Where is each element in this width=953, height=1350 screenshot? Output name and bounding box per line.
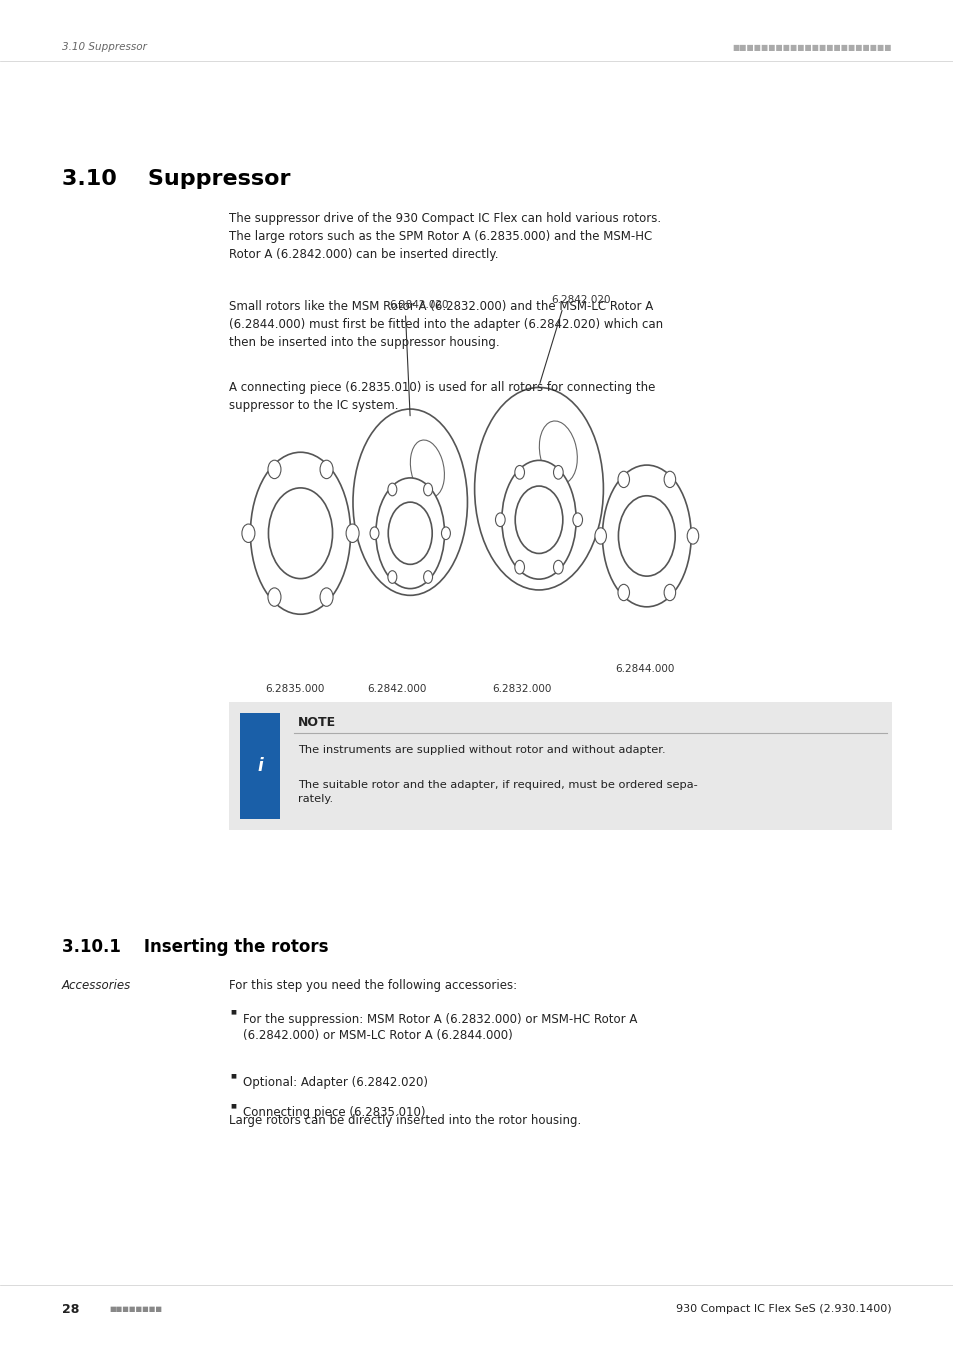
Circle shape bbox=[553, 560, 562, 574]
Text: The suppressor drive of the 930 Compact IC Flex can hold various rotors.
The lar: The suppressor drive of the 930 Compact … bbox=[229, 212, 660, 261]
Text: Accessories: Accessories bbox=[62, 979, 132, 992]
Circle shape bbox=[595, 528, 606, 544]
Text: 6.2835.000: 6.2835.000 bbox=[265, 684, 324, 694]
FancyBboxPatch shape bbox=[229, 702, 891, 830]
Text: 6.2842.020: 6.2842.020 bbox=[551, 296, 610, 305]
Text: 3.10 Suppressor: 3.10 Suppressor bbox=[62, 42, 147, 53]
Ellipse shape bbox=[538, 421, 577, 483]
Circle shape bbox=[663, 585, 675, 601]
Circle shape bbox=[618, 471, 629, 487]
Circle shape bbox=[686, 528, 698, 544]
Text: ■: ■ bbox=[231, 1073, 236, 1079]
Circle shape bbox=[268, 487, 333, 579]
Ellipse shape bbox=[353, 409, 467, 595]
Circle shape bbox=[388, 502, 432, 564]
Text: 3.10    Suppressor: 3.10 Suppressor bbox=[62, 169, 291, 189]
Ellipse shape bbox=[474, 387, 602, 590]
Text: Optional: Adapter (6.2842.020): Optional: Adapter (6.2842.020) bbox=[243, 1076, 428, 1089]
Circle shape bbox=[268, 587, 281, 606]
Text: NOTE: NOTE bbox=[297, 716, 335, 729]
Text: ■■■■■■■■: ■■■■■■■■ bbox=[110, 1307, 163, 1312]
Ellipse shape bbox=[501, 460, 576, 579]
Circle shape bbox=[423, 571, 432, 583]
Text: A connecting piece (6.2835.010) is used for all rotors for connecting the
suppre: A connecting piece (6.2835.010) is used … bbox=[229, 381, 655, 412]
Text: 930 Compact IC Flex SeS (2.930.1400): 930 Compact IC Flex SeS (2.930.1400) bbox=[676, 1304, 891, 1315]
Circle shape bbox=[618, 585, 629, 601]
Circle shape bbox=[572, 513, 582, 526]
Ellipse shape bbox=[410, 440, 444, 497]
Text: 6.2842.000: 6.2842.000 bbox=[367, 684, 426, 694]
Circle shape bbox=[423, 483, 432, 495]
Text: 28: 28 bbox=[62, 1303, 79, 1316]
Text: The suitable rotor and the adapter, if required, must be ordered sepa-
rately.: The suitable rotor and the adapter, if r… bbox=[297, 780, 697, 803]
Text: ■■■■■■■■■■■■■■■■■■■■■■: ■■■■■■■■■■■■■■■■■■■■■■ bbox=[732, 43, 891, 51]
Ellipse shape bbox=[250, 452, 351, 614]
Text: Large rotors can be directly inserted into the rotor housing.: Large rotors can be directly inserted in… bbox=[229, 1114, 580, 1127]
Text: 6.2844.000: 6.2844.000 bbox=[615, 664, 674, 674]
Circle shape bbox=[618, 495, 675, 576]
Ellipse shape bbox=[602, 464, 690, 608]
Circle shape bbox=[319, 460, 333, 479]
Text: For this step you need the following accessories:: For this step you need the following acc… bbox=[229, 979, 517, 992]
Circle shape bbox=[388, 483, 396, 495]
Text: Small rotors like the MSM Rotor A (6.2832.000) and the MSM-LC Rotor A
(6.2844.00: Small rotors like the MSM Rotor A (6.283… bbox=[229, 300, 662, 348]
Circle shape bbox=[663, 471, 675, 487]
Circle shape bbox=[515, 466, 524, 479]
Circle shape bbox=[346, 524, 358, 543]
Text: For the suppression: MSM Rotor A (6.2832.000) or MSM-HC Rotor A
(6.2842.000) or : For the suppression: MSM Rotor A (6.2832… bbox=[243, 1012, 637, 1042]
Text: The instruments are supplied without rotor and without adapter.: The instruments are supplied without rot… bbox=[297, 745, 664, 755]
Text: 6.2842.020: 6.2842.020 bbox=[389, 301, 448, 310]
Circle shape bbox=[495, 513, 505, 526]
Text: ■: ■ bbox=[231, 1103, 236, 1108]
Text: 6.2832.000: 6.2832.000 bbox=[492, 684, 551, 694]
Circle shape bbox=[515, 560, 524, 574]
Text: ■: ■ bbox=[231, 1010, 236, 1015]
Circle shape bbox=[515, 486, 562, 554]
Text: 3.10.1    Inserting the rotors: 3.10.1 Inserting the rotors bbox=[62, 938, 328, 956]
Circle shape bbox=[553, 466, 562, 479]
Text: Connecting piece (6.2835.010): Connecting piece (6.2835.010) bbox=[243, 1106, 425, 1119]
Text: i: i bbox=[257, 757, 263, 775]
Circle shape bbox=[441, 526, 450, 540]
FancyBboxPatch shape bbox=[240, 713, 280, 819]
Circle shape bbox=[242, 524, 254, 543]
Circle shape bbox=[268, 460, 281, 479]
Circle shape bbox=[370, 526, 378, 540]
Circle shape bbox=[388, 571, 396, 583]
Ellipse shape bbox=[375, 478, 444, 589]
Circle shape bbox=[319, 587, 333, 606]
